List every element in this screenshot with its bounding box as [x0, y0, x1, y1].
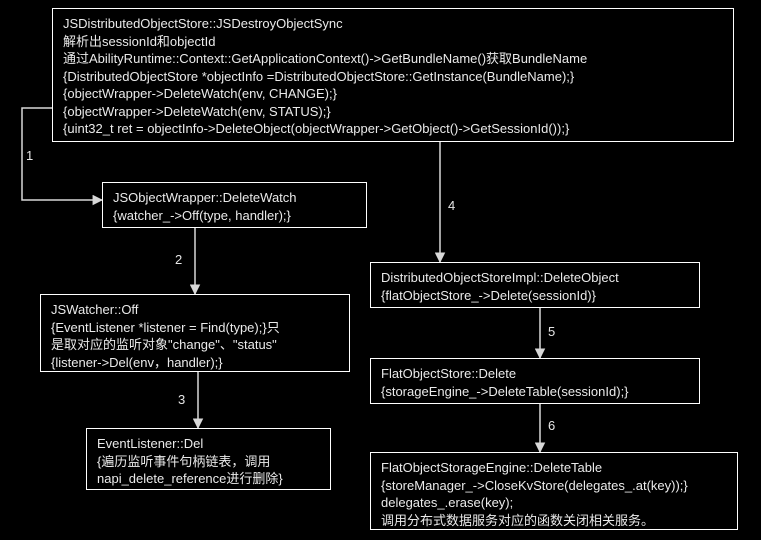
- node-text-line: EventListener::Del: [97, 435, 320, 453]
- edge-label-e3: 3: [178, 392, 185, 407]
- node-text-line: 是取对应的监听对象"change"、"status": [51, 336, 339, 354]
- node-text-line: {storageEngine_->DeleteTable(sessionId);…: [381, 383, 689, 401]
- node-text-line: {objectWrapper->DeleteWatch(env, STATUS)…: [63, 103, 723, 121]
- node-text-line: {遍历监听事件句柄链表，调用: [97, 453, 320, 471]
- edge-label-e6: 6: [548, 418, 555, 433]
- node-text-line: {EventListener *listener = Find(type);}只: [51, 319, 339, 337]
- edge-label-e5: 5: [548, 324, 555, 339]
- flow-node-n6: FlatObjectStorageEngine::DeleteTable{sto…: [370, 452, 738, 530]
- node-text-line: JSObjectWrapper::DeleteWatch: [113, 189, 356, 207]
- node-text-line: {DistributedObjectStore *objectInfo =Dis…: [63, 68, 723, 86]
- edge-label-e4: 4: [448, 198, 455, 213]
- node-text-line: {listener->Del(env，handler);}: [51, 354, 339, 372]
- node-text-line: JSDistributedObjectStore::JSDestroyObjec…: [63, 15, 723, 33]
- node-text-line: 通过AbilityRuntime::Context::GetApplicatio…: [63, 50, 723, 68]
- edge-label-e2: 2: [175, 252, 182, 267]
- node-text-line: napi_delete_reference进行删除}: [97, 470, 320, 488]
- node-text-line: {watcher_->Off(type, handler);}: [113, 207, 356, 225]
- flow-node-n1: JSObjectWrapper::DeleteWatch{watcher_->O…: [102, 182, 367, 228]
- flow-node-n2: JSWatcher::Off{EventListener *listener =…: [40, 294, 350, 372]
- node-text-line: DistributedObjectStoreImpl::DeleteObject: [381, 269, 689, 287]
- flow-node-n3: EventListener::Del{遍历监听事件句柄链表，调用napi_del…: [86, 428, 331, 490]
- node-text-line: 调用分布式数据服务对应的函数关闭相关服务。: [381, 512, 727, 530]
- node-text-line: FlatObjectStore::Delete: [381, 365, 689, 383]
- node-text-line: 解析出sessionId和objectId: [63, 33, 723, 51]
- node-text-line: JSWatcher::Off: [51, 301, 339, 319]
- node-text-line: {flatObjectStore_->Delete(sessionId)}: [381, 287, 689, 305]
- node-text-line: {objectWrapper->DeleteWatch(env, CHANGE)…: [63, 85, 723, 103]
- edge-label-e1: 1: [26, 148, 33, 163]
- flow-node-n0: JSDistributedObjectStore::JSDestroyObjec…: [52, 8, 734, 142]
- node-text-line: {storeManager_->CloseKvStore(delegates_.…: [381, 477, 727, 495]
- node-text-line: delegates_.erase(key);: [381, 494, 727, 512]
- flow-node-n4: DistributedObjectStoreImpl::DeleteObject…: [370, 262, 700, 308]
- node-text-line: FlatObjectStorageEngine::DeleteTable: [381, 459, 727, 477]
- flow-node-n5: FlatObjectStore::Delete{storageEngine_->…: [370, 358, 700, 404]
- node-text-line: {uint32_t ret = objectInfo->DeleteObject…: [63, 120, 723, 138]
